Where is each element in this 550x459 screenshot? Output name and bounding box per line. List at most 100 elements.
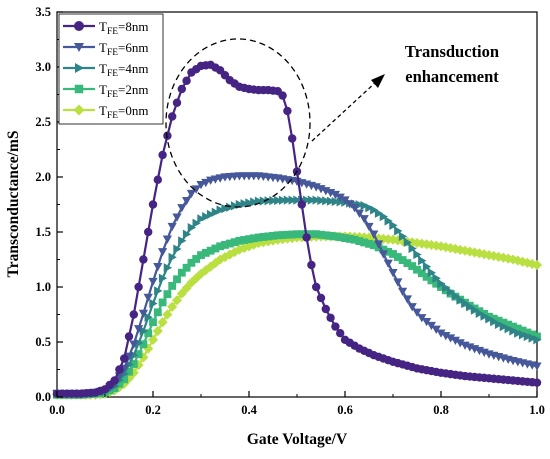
data-point-square [201, 248, 210, 257]
data-point-diamond [157, 317, 168, 328]
data-point-square [211, 244, 220, 253]
data-point-square [494, 316, 503, 325]
data-point-triangle-right [288, 195, 297, 205]
data-point-triangle-right [355, 200, 364, 210]
data-point-triangle-right [283, 195, 292, 205]
data-point-circle [297, 200, 306, 209]
data-point-triangle-down [345, 200, 355, 209]
data-point-triangle-right [509, 326, 518, 336]
data-point-triangle-right [250, 197, 259, 207]
data-point-circle [134, 282, 143, 292]
data-point-triangle-down [191, 185, 201, 194]
data-point-triangle-right [197, 214, 206, 224]
data-point-circle [139, 255, 148, 264]
data-point-triangle-down [398, 287, 408, 296]
data-point-square [197, 251, 205, 260]
data-point-triangle-right [437, 279, 446, 289]
data-point-triangle-right [365, 203, 374, 213]
data-point-square [293, 230, 301, 239]
series-8nm [52, 60, 542, 398]
data-point-square [177, 268, 186, 277]
data-point-triangle-down [74, 43, 84, 52]
data-point-square [225, 239, 234, 248]
data-point-triangle-right [226, 202, 235, 212]
data-point-square [192, 255, 201, 263]
data-point-square [489, 314, 498, 323]
data-point-triangle-right [139, 326, 148, 336]
data-point-triangle-down [350, 204, 360, 213]
data-point-triangle-right [442, 283, 451, 293]
data-point-square [235, 236, 244, 245]
data-point-square [221, 241, 229, 249]
data-point-triangle-down [138, 309, 148, 318]
data-point-square [297, 230, 306, 239]
data-point-triangle-right [163, 263, 172, 273]
data-point-circle [278, 91, 287, 100]
data-point-square [134, 350, 143, 359]
data-point-triangle-down [134, 325, 144, 334]
data-point-square [379, 245, 388, 254]
data-point-triangle-down [196, 181, 206, 190]
data-point-square [345, 234, 354, 243]
data-point-triangle-down [153, 262, 163, 272]
data-point-triangle-right [518, 330, 528, 340]
data-point-square [417, 269, 426, 278]
data-point-triangle-right [490, 317, 499, 327]
y-axis-ticks: 0.0 0.5 1.0 1.5 2.0 2.5 3.0 3.5 [35, 5, 63, 404]
data-point-square [259, 233, 268, 241]
data-point-square [120, 375, 129, 384]
data-point-triangle-down [162, 235, 172, 244]
data-point-square [139, 340, 148, 349]
x-tick-label: 0.6 [337, 403, 353, 417]
data-point-triangle-down [201, 178, 211, 188]
data-point-triangle-right [432, 273, 441, 283]
data-point-triangle-down [335, 193, 345, 202]
data-point-triangle-right [178, 236, 187, 246]
data-point-triangle-right [494, 319, 504, 329]
data-point-triangle-right [446, 287, 456, 297]
data-point-triangle-right [384, 216, 393, 226]
legend-entry: TFE=0nm [63, 103, 149, 121]
data-point-square [365, 239, 373, 248]
data-point-diamond [162, 309, 173, 320]
data-point-triangle-down [369, 230, 379, 239]
data-point-triangle-right [533, 335, 542, 345]
data-point-circle [148, 200, 158, 209]
x-axis-ticks: 0.0 0.2 0.4 0.6 0.8 1.0 [49, 391, 545, 417]
data-point-square [278, 231, 287, 239]
data-point-diamond [507, 254, 519, 265]
data-point-diamond [383, 234, 394, 245]
data-point-square [269, 231, 277, 240]
y-tick-label: 0.0 [35, 390, 51, 404]
data-point-triangle-right [528, 333, 537, 343]
data-point-triangle-right [211, 207, 220, 217]
data-point-triangle-down [364, 222, 374, 232]
y-tick-label: 3.5 [35, 5, 51, 19]
data-point-circle [302, 233, 311, 242]
data-point-square [518, 326, 527, 335]
data-point-triangle-right [427, 268, 436, 278]
data-point-square [129, 360, 138, 368]
data-point-diamond [517, 256, 528, 267]
data-point-square [528, 330, 537, 339]
data-point-diamond [210, 258, 221, 269]
data-point-triangle-right [456, 295, 465, 305]
data-point-square [187, 258, 196, 267]
legend-label: TFE=8nm [99, 19, 149, 37]
y-tick-label: 3.0 [35, 60, 51, 74]
legend-label: TFE=2nm [99, 82, 149, 100]
data-point-square [331, 232, 340, 241]
data-point-triangle-right [245, 198, 254, 208]
data-point-triangle-down [431, 325, 441, 334]
data-point-square [273, 231, 282, 240]
data-point-circle [288, 134, 297, 143]
data-point-triangle-right [317, 195, 326, 206]
y-tick-label: 2.5 [35, 115, 51, 129]
data-point-square [350, 235, 359, 244]
data-point-triangle-right [230, 201, 240, 211]
data-point-square [206, 246, 215, 255]
data-point-triangle-right [418, 256, 427, 266]
data-point-circle [168, 112, 177, 121]
data-point-triangle-down [532, 362, 542, 371]
